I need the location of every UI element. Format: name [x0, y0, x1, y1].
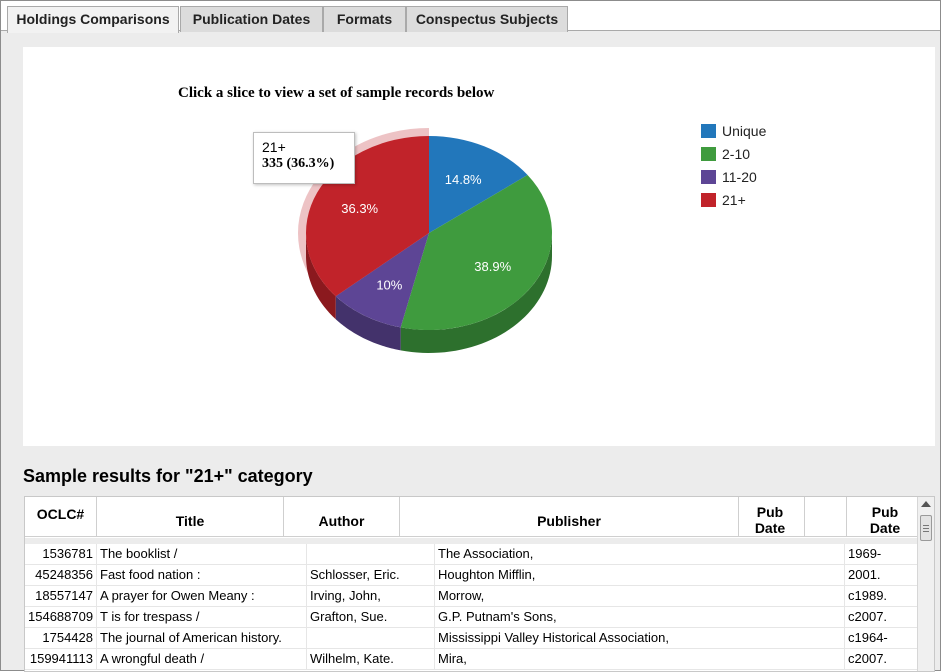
cell-title: T is for trespass /	[97, 607, 307, 628]
legend-item-2-10[interactable]: 2-10	[701, 145, 821, 165]
tab-publication-dates[interactable]: Publication Dates	[180, 6, 323, 32]
legend-swatch-2-10	[701, 147, 716, 161]
cell-publisher: Mississippi Valley Historical Associatio…	[435, 628, 845, 649]
tab-conspectus-subjects[interactable]: Conspectus Subjects	[406, 6, 568, 32]
header-separator	[25, 538, 918, 544]
cell-author: Schlosser, Eric.	[307, 565, 435, 586]
table-row[interactable]: 154688709 T is for trespass / Grafton, Sue…	[25, 607, 918, 628]
tab-holdings-comparisons[interactable]: Holdings Comparisons	[7, 6, 179, 33]
legend-swatch-21-plus	[701, 193, 716, 207]
pie-data-label: 10%	[376, 277, 402, 292]
table-row[interactable]: 45248356 Fast food nation : Schlosser, Eri…	[25, 565, 918, 586]
cell-publisher: G.P. Putnam's Sons,	[435, 607, 845, 628]
cell-title: The journal of American history.	[97, 628, 307, 649]
cell-author	[307, 628, 435, 649]
cell-pub-date: c2007.	[845, 649, 918, 670]
grip-line	[923, 528, 929, 529]
chart-panel: Click a slice to view a set of sample re…	[23, 47, 935, 446]
legend-item-11-20[interactable]: 11-20	[701, 168, 821, 188]
tooltip-label: 21+	[262, 139, 286, 155]
cell-author	[307, 544, 435, 565]
cell-pub-date: c2007.	[845, 607, 918, 628]
column-header-author[interactable]: Author	[284, 497, 400, 537]
cell-pub-date: 2001.	[845, 565, 918, 586]
cell-pub-date: c1964-	[845, 628, 918, 649]
cell-title: Fast food nation :	[97, 565, 307, 586]
cell-author: Irving, John,	[307, 586, 435, 607]
column-header-pub-date-1[interactable]: Pub Date	[739, 497, 805, 537]
legend-item-unique[interactable]: Unique	[701, 122, 821, 142]
cell-pub-date: 1969-	[845, 544, 918, 565]
column-header-pub-date-2[interactable]: Pub Date	[869, 504, 901, 536]
cell-publisher: Morrow,	[435, 586, 845, 607]
pie-chart[interactable]: 14.8% 38.9% 10% 36.3%	[23, 47, 935, 446]
legend-label: 11-20	[722, 169, 757, 185]
pie-data-label: 38.9%	[474, 259, 511, 274]
legend-swatch-unique	[701, 124, 716, 138]
table-row[interactable]: 1536781 The booklist / The Association, 196…	[25, 544, 918, 565]
scroll-thumb[interactable]	[920, 515, 932, 541]
table-row[interactable]: 1754428 The journal of American history. M…	[25, 628, 918, 649]
cell-oclc: 159941113	[25, 649, 97, 670]
column-header-title[interactable]: Title	[97, 497, 284, 537]
results-heading: Sample results for "21+" category	[23, 466, 313, 486]
pie-data-label: 14.8%	[445, 172, 482, 187]
tab-bar: Holdings Comparisons Publication Dates F…	[1, 1, 940, 33]
pie-slice-2-10[interactable]	[400, 175, 552, 330]
legend-item-21-plus[interactable]: 21+	[701, 191, 821, 211]
scroll-up-arrow-icon[interactable]	[921, 501, 931, 507]
cell-oclc: 18557147	[25, 586, 97, 607]
chart-title: Click a slice to view a set of sample re…	[178, 85, 495, 101]
cell-pub-date: c1989.	[845, 586, 918, 607]
pie-wall-2-10	[400, 233, 552, 353]
cell-author: Grafton, Sue.	[307, 607, 435, 628]
cell-publisher: Houghton Mifflin,	[435, 565, 845, 586]
grip-line	[923, 531, 929, 532]
legend-label: Unique	[722, 123, 767, 139]
cell-author: Wilhelm, Kate.	[307, 649, 435, 670]
legend-label: 21+	[722, 192, 746, 208]
legend-label: 2-10	[722, 146, 751, 162]
cell-title: A wrongful death /	[97, 649, 307, 670]
cell-title: The booklist /	[97, 544, 307, 565]
cell-publisher: Mira,	[435, 649, 845, 670]
column-header-publisher[interactable]: Publisher	[400, 497, 739, 537]
cell-oclc: 154688709	[25, 607, 97, 628]
pie-slice-11-20[interactable]	[335, 233, 429, 328]
tab-formats[interactable]: Formats	[323, 6, 406, 32]
cell-publisher: The Association,	[435, 544, 845, 565]
cell-title: A prayer for Owen Meany :	[97, 586, 307, 607]
cell-oclc: 1754428	[25, 628, 97, 649]
table-row[interactable]: 159941113 A wrongful death / Wilhelm, Kate…	[25, 649, 918, 670]
cell-oclc: 1536781	[25, 544, 97, 565]
column-header-blank	[805, 497, 847, 537]
pie-wall-11-20	[335, 296, 401, 351]
pie-data-label: 36.3%	[341, 201, 378, 216]
slice-tooltip: 21+ 335 (36.3%)	[253, 132, 355, 184]
pie-wall-21+	[306, 233, 336, 320]
cell-oclc: 45248356	[25, 565, 97, 586]
results-table: OCLC# Title Author Publisher Pub Date Pu…	[24, 496, 935, 672]
tooltip-value: 335 (36.3%)	[262, 156, 335, 171]
grip-line	[923, 525, 929, 526]
table-scrollbar[interactable]	[917, 497, 934, 671]
table-header: OCLC# Title Author Publisher Pub Date Pu…	[25, 497, 918, 537]
pie-slice-Unique[interactable]	[429, 136, 528, 233]
table-row[interactable]: 18557147 A prayer for Owen Meany : Irving,…	[25, 586, 918, 607]
legend-swatch-11-20	[701, 170, 716, 184]
column-header-oclc[interactable]: OCLC#	[25, 497, 97, 537]
